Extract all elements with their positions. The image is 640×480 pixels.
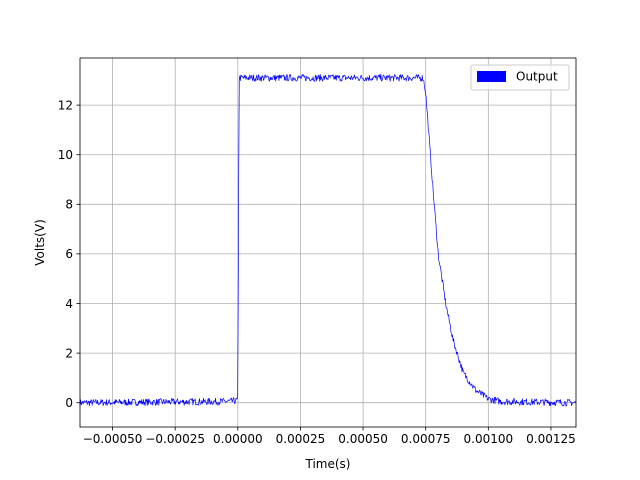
y-tick-label: 8	[65, 198, 73, 212]
legend: Output	[470, 64, 570, 91]
x-tick-label: −0.00025	[145, 432, 205, 446]
x-tick-label: 0.00000	[213, 432, 263, 446]
x-axis-ticks: −0.00050 −0.00025 0.00000 0.00025 0.00050 0.0…	[83, 427, 576, 446]
x-tick-label: 0.00100	[464, 432, 514, 446]
x-tick-label: 0.00075	[401, 432, 451, 446]
x-tick-label: 0.00125	[526, 432, 576, 446]
series-line-output	[79, 74, 577, 407]
y-tick-label: 6	[65, 247, 73, 261]
y-tick-label: 0	[65, 396, 73, 410]
y-tick-label: 10	[58, 148, 73, 162]
y-tick-label: 4	[65, 297, 73, 311]
series-layer	[79, 74, 577, 407]
x-axis-label: Time(s)	[305, 457, 351, 471]
x-tick-label: 0.00050	[338, 432, 388, 446]
y-axis-ticks: 0 2 4 6 8 10 12	[58, 98, 80, 410]
legend-label: Output	[516, 70, 558, 84]
plot-frame	[79, 57, 577, 428]
y-tick-label: 2	[65, 346, 73, 360]
x-tick-label: −0.00050	[83, 432, 143, 446]
y-tick-label: 12	[58, 98, 73, 112]
y-axis-label: Volts(V)	[33, 219, 47, 265]
x-tick-label: 0.00025	[276, 432, 326, 446]
legend-swatch	[477, 71, 506, 82]
